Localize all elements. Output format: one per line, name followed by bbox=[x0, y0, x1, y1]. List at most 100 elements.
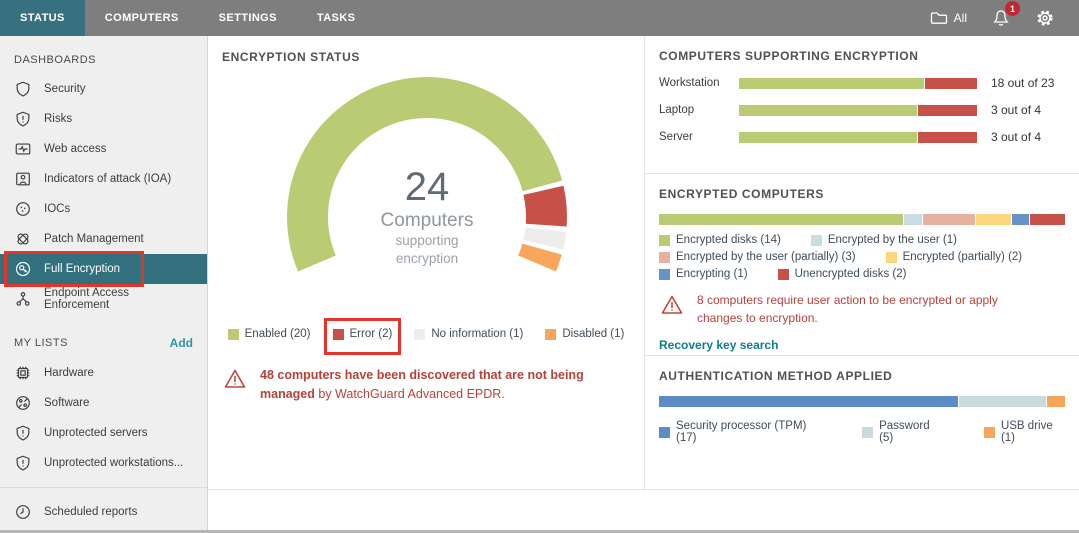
sidebar: DASHBOARDS Security Risks Web access Ind… bbox=[0, 36, 208, 530]
sidebar-item-full-encryption[interactable]: Full Encryption bbox=[0, 251, 207, 287]
warning-text: 48 computers have been discovered that a… bbox=[260, 366, 596, 404]
clock-icon bbox=[16, 505, 30, 519]
row-value: 18 out of 23 bbox=[991, 76, 1055, 90]
row-value: 3 out of 4 bbox=[991, 130, 1042, 144]
gauge-svg bbox=[287, 77, 568, 272]
bar-segment[interactable] bbox=[1010, 214, 1030, 226]
warning-text: 8 computers require user action to be en… bbox=[697, 293, 998, 325]
topbar-actions: All 1 bbox=[930, 0, 1079, 36]
bell-icon bbox=[993, 10, 1009, 26]
sidebar-item-endpoint-access-enforcement[interactable]: Endpoint Access Enforcement bbox=[0, 284, 207, 314]
sidebar-item-scheduled-reports[interactable]: Scheduled reports bbox=[0, 497, 207, 527]
settings-button[interactable] bbox=[1035, 8, 1055, 28]
gauge-segment[interactable] bbox=[523, 227, 567, 250]
sidebar-divider bbox=[0, 487, 207, 488]
legend-item-encrypted-by-user-partially[interactable]: Encrypted by the user (partially) (3) bbox=[659, 251, 856, 263]
tab-settings-label: SETTINGS bbox=[218, 12, 277, 24]
legend-item-enabled[interactable]: Enabled (20) bbox=[227, 328, 311, 340]
bar-segment[interactable] bbox=[739, 131, 917, 143]
laptop-bar[interactable] bbox=[739, 104, 977, 116]
bar-segment[interactable] bbox=[739, 77, 925, 89]
sidebar-item-software[interactable]: Software bbox=[0, 388, 207, 418]
bar-segment[interactable] bbox=[974, 214, 1011, 226]
add-list-link[interactable]: Add bbox=[169, 336, 193, 350]
legend-label: Disabled (1) bbox=[562, 328, 625, 340]
sidebar-item-label: Indicators of attack (IOA) bbox=[44, 173, 172, 185]
my-lists-header: MY LISTS Add bbox=[14, 336, 193, 350]
tab-computers-label: COMPUTERS bbox=[104, 12, 179, 24]
gauge-segment[interactable] bbox=[518, 243, 562, 272]
sidebar-item-label: Patch Management bbox=[44, 233, 144, 245]
legend-swatch bbox=[414, 328, 426, 340]
shield-exclamation-icon bbox=[16, 111, 30, 127]
legend-item-usb-drive[interactable]: USB drive (1) bbox=[983, 420, 1065, 444]
patch-icon bbox=[17, 233, 29, 245]
legend-swatch bbox=[659, 426, 670, 438]
support-row-laptop: Laptop 3 out of 4 bbox=[659, 103, 1065, 117]
bar-segment[interactable] bbox=[957, 396, 1047, 408]
row-label: Server bbox=[659, 131, 693, 143]
legend-label: Encrypting (1) bbox=[676, 268, 748, 281]
sidebar-item-label: Security bbox=[44, 83, 86, 95]
legend-label: No information (1) bbox=[431, 328, 524, 340]
legend-item-error[interactable]: Error (2) bbox=[323, 318, 402, 355]
legend-item-encrypted-disks[interactable]: Encrypted disks (14) bbox=[659, 234, 781, 246]
tab-status[interactable]: STATUS bbox=[0, 0, 85, 36]
row-label: Laptop bbox=[659, 104, 695, 116]
bar-segment[interactable] bbox=[739, 104, 917, 116]
legend-swatch bbox=[659, 251, 670, 263]
legend-item-no-information[interactable]: No information (1) bbox=[414, 328, 523, 340]
sidebar-item-hardware[interactable]: Hardware bbox=[0, 358, 207, 388]
legend-label: Unencrypted disks (2) bbox=[794, 268, 907, 281]
sidebar-item-patch-management[interactable]: Patch Management bbox=[0, 224, 207, 254]
sidebar-item-security[interactable]: Security bbox=[0, 74, 207, 104]
bar-segment[interactable] bbox=[921, 214, 975, 226]
legend-item-tpm[interactable]: Security processor (TPM) (17) bbox=[659, 420, 820, 444]
legend-item-disabled[interactable]: Disabled (1) bbox=[545, 328, 624, 340]
encrypted-computers-bar[interactable] bbox=[659, 214, 1066, 226]
legend-item-password[interactable]: Password (5) bbox=[862, 420, 942, 444]
sidebar-item-label: Risks bbox=[44, 113, 73, 125]
gauge-segment[interactable] bbox=[287, 77, 563, 272]
bar-segment[interactable] bbox=[1046, 396, 1065, 408]
tab-tasks[interactable]: TASKS bbox=[297, 0, 375, 36]
dashboards-header: DASHBOARDS bbox=[14, 54, 97, 66]
legend-label: Security processor (TPM) (17) bbox=[676, 420, 807, 445]
server-bar[interactable] bbox=[739, 131, 977, 143]
tab-settings[interactable]: SETTINGS bbox=[199, 0, 297, 36]
sidebar-item-unprotected-servers[interactable]: Unprotected servers bbox=[0, 418, 207, 448]
bar-segment[interactable] bbox=[1029, 214, 1066, 226]
sidebar-item-iocs[interactable]: IOCs bbox=[0, 194, 207, 224]
gauge-segment[interactable] bbox=[523, 185, 568, 227]
legend-label: Enabled (20) bbox=[244, 328, 311, 340]
legend-item-encrypted-partially[interactable]: Encrypted (partially) (2) bbox=[885, 251, 1023, 264]
legend-item-encrypting[interactable]: Encrypting (1) bbox=[659, 268, 748, 280]
bar-segment[interactable] bbox=[924, 77, 977, 89]
authentication-method-section: AUTHENTICATION METHOD APPLIED Security p… bbox=[645, 356, 1079, 489]
sidebar-item-risks[interactable]: Risks bbox=[0, 104, 207, 134]
group-filter-button[interactable]: All bbox=[930, 9, 967, 27]
tab-tasks-label: TASKS bbox=[316, 12, 356, 24]
bar-segment[interactable] bbox=[659, 396, 958, 408]
top-nav: STATUS COMPUTERS SETTINGS TASKS All 1 bbox=[0, 0, 1079, 36]
authentication-method-bar[interactable] bbox=[659, 396, 1065, 408]
panel-title: ENCRYPTED COMPUTERS bbox=[659, 187, 824, 202]
bar-segment[interactable] bbox=[916, 131, 977, 143]
sidebar-item-unprotected-workstations[interactable]: Unprotected workstations... bbox=[0, 448, 207, 478]
sidebar-item-indicators-of-attack[interactable]: Indicators of attack (IOA) bbox=[0, 164, 207, 194]
recovery-key-search-link[interactable]: Recovery key search bbox=[659, 338, 779, 353]
bar-segment[interactable] bbox=[916, 104, 977, 116]
sidebar-item-label: Software bbox=[44, 397, 90, 409]
bar-segment[interactable] bbox=[659, 214, 904, 226]
notifications-button[interactable]: 1 bbox=[991, 1, 1020, 28]
bar-segment[interactable] bbox=[903, 214, 922, 226]
tab-computers[interactable]: COMPUTERS bbox=[85, 0, 199, 36]
legend-label: Encrypted (partially) (2) bbox=[902, 251, 1023, 264]
legend-item-unencrypted-disks[interactable]: Unencrypted disks (2) bbox=[777, 268, 907, 281]
sidebar-item-label: IOCs bbox=[44, 203, 71, 215]
legend-item-encrypted-by-user[interactable]: Encrypted by the user (1) bbox=[810, 234, 957, 246]
workstation-bar[interactable] bbox=[739, 77, 977, 89]
tab-status-label: STATUS bbox=[20, 12, 65, 24]
sidebar-item-web-access[interactable]: Web access bbox=[0, 134, 207, 164]
panel-title: AUTHENTICATION METHOD APPLIED bbox=[659, 369, 893, 384]
